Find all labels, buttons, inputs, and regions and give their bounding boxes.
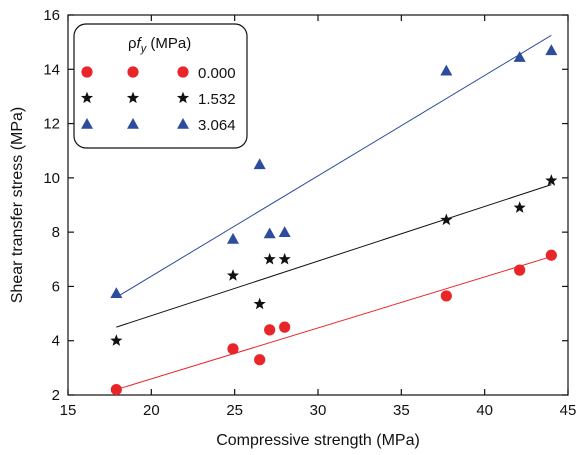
point-star [263,252,276,265]
point-triangle [227,232,239,244]
point-circle [110,383,122,396]
legend-box [73,23,248,149]
legend-label-star: 1.532 [198,91,236,108]
legend-marker-circle [127,66,139,78]
legend-marker-star [80,91,94,104]
point-star [278,252,291,265]
point-triangle [545,44,558,56]
fit-lines [116,34,552,391]
legend-title-rho: ρ [128,35,137,52]
legend-title-f: f [137,35,143,52]
legend-label-triangle: 3.064 [198,117,236,134]
y-tick-label: 6 [52,278,60,295]
point-triangle [110,287,123,299]
point-circle [264,324,276,336]
x-tick-label: 45 [560,402,577,419]
fit-line-triangle [116,34,552,298]
legend-marker-star [126,91,140,104]
point-circle [279,321,291,333]
legend-title-sub: y [140,43,148,55]
x-tick-label: 25 [226,402,243,419]
legend-label-circle: 0.000 [198,65,236,82]
point-triangle [513,51,526,62]
legend-marker-circle [81,66,93,78]
y-axis-title: Shear transfer stress (MPa) [9,107,26,304]
y-tick-label: 16 [43,7,60,24]
y-tick-label: 4 [52,333,60,350]
point-triangle [440,64,453,76]
point-star [545,174,558,186]
y-tick-label: 10 [43,170,60,187]
data-points [110,44,558,396]
legend-marker-triangle [81,118,93,129]
point-circle [514,264,526,276]
x-tick-label: 30 [310,402,327,419]
y-tick-label: 2 [52,387,60,404]
legend-title-unit: (MPa) [146,35,191,52]
point-star [253,297,266,310]
point-triangle [263,227,276,239]
point-star [226,269,240,281]
point-triangle [278,226,291,237]
point-triangle [253,158,266,170]
x-tick-label: 40 [476,402,493,419]
x-axis-title: Compressive strength (MPa) [216,432,420,449]
legend-title: ρfy (MPa) [128,35,191,55]
point-circle [440,290,452,302]
point-circle [545,249,557,261]
fit-line-star [116,184,552,328]
x-tick-label: 20 [143,402,160,419]
legend-marker-triangle [127,118,139,129]
point-star [513,201,526,213]
x-tick-label: 15 [60,402,77,419]
x-tick-label: 35 [393,402,410,419]
point-circle [227,343,239,355]
y-tick-label: 12 [43,116,60,133]
legend-marker-triangle [177,118,189,129]
legend-marker-star [176,91,190,104]
point-star [440,213,453,226]
fit-line-circle [116,256,552,391]
y-tick-label: 14 [43,61,60,78]
point-star [110,334,123,346]
legend-marker-circle [177,66,189,78]
point-circle [254,354,266,366]
y-tick-label: 8 [52,224,60,241]
legend: ρfy (MPa) 0.000 1.532 3.064 [73,23,248,149]
axis-ticks: 15 20 25 30 35 40 45 2 4 6 8 10 12 14 16 [43,7,576,419]
